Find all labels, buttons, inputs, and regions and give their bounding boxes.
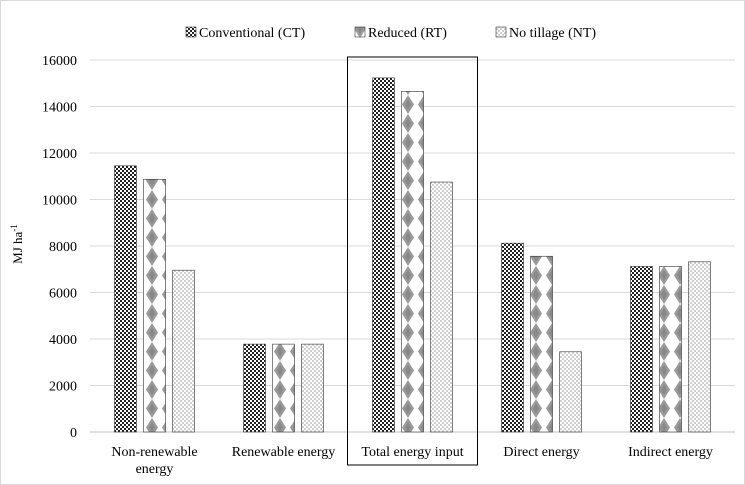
- y-tick-label: 14000: [42, 101, 77, 116]
- category-label: Direct energy: [503, 445, 579, 460]
- legend-label: Reduced (RT): [368, 26, 447, 41]
- bar-checker-dark-1: [243, 343, 266, 433]
- x-axis-categories: Non-renewable energy Renewable energy Total…: [111, 445, 713, 477]
- legend: Conventional (CT) Reduced (RT) No tillage …: [185, 26, 596, 41]
- y-tick-label: 6000: [49, 287, 77, 302]
- legend-swatch: [354, 26, 366, 38]
- bar-checker-light-4: [688, 261, 711, 433]
- category-label: Renewable energy: [232, 445, 336, 460]
- bar-diamond-4: [659, 266, 682, 433]
- bar-checker-dark-0: [114, 165, 137, 433]
- category-label: Total energy input: [361, 445, 463, 460]
- highlight-box: [347, 56, 478, 466]
- bar-checker-dark-3: [501, 242, 524, 433]
- y-tick-label: 8000: [49, 240, 77, 255]
- bar-diamond-1: [272, 343, 295, 433]
- bar-diamond-3: [530, 255, 553, 433]
- category-label: Indirect energy: [628, 445, 713, 460]
- bar-checker-light-1: [301, 343, 324, 433]
- legend-swatch: [185, 26, 197, 38]
- bar-checker-light-0: [172, 269, 195, 433]
- bar-checker-light-3: [559, 351, 582, 433]
- y-axis-ticks: 0 2000 4000 6000 8000 10000 12000 14000 16000: [42, 54, 77, 441]
- category-label: Non-renewable: [111, 445, 197, 460]
- y-axis-title: MJ ha-1: [9, 224, 25, 264]
- legend-label: Conventional (CT): [199, 26, 305, 41]
- bar-checker-dark-2: [372, 77, 395, 433]
- category-label: energy: [136, 462, 174, 477]
- bar-checker-light-2: [430, 181, 453, 433]
- y-tick-label: 16000: [42, 54, 77, 69]
- bar-checker-dark-4: [630, 266, 653, 433]
- y-tick-label: 12000: [42, 147, 77, 162]
- bars: [114, 77, 711, 433]
- y-tick-label: 4000: [49, 333, 77, 348]
- y-tick-label: 10000: [42, 194, 77, 209]
- bar-diamond-0: [143, 178, 166, 433]
- legend-label: No tillage (NT): [509, 26, 596, 41]
- bar-diamond-2: [401, 91, 424, 433]
- y-tick-label: 0: [70, 426, 77, 441]
- y-tick-label: 2000: [49, 380, 77, 395]
- legend-swatch: [495, 26, 507, 38]
